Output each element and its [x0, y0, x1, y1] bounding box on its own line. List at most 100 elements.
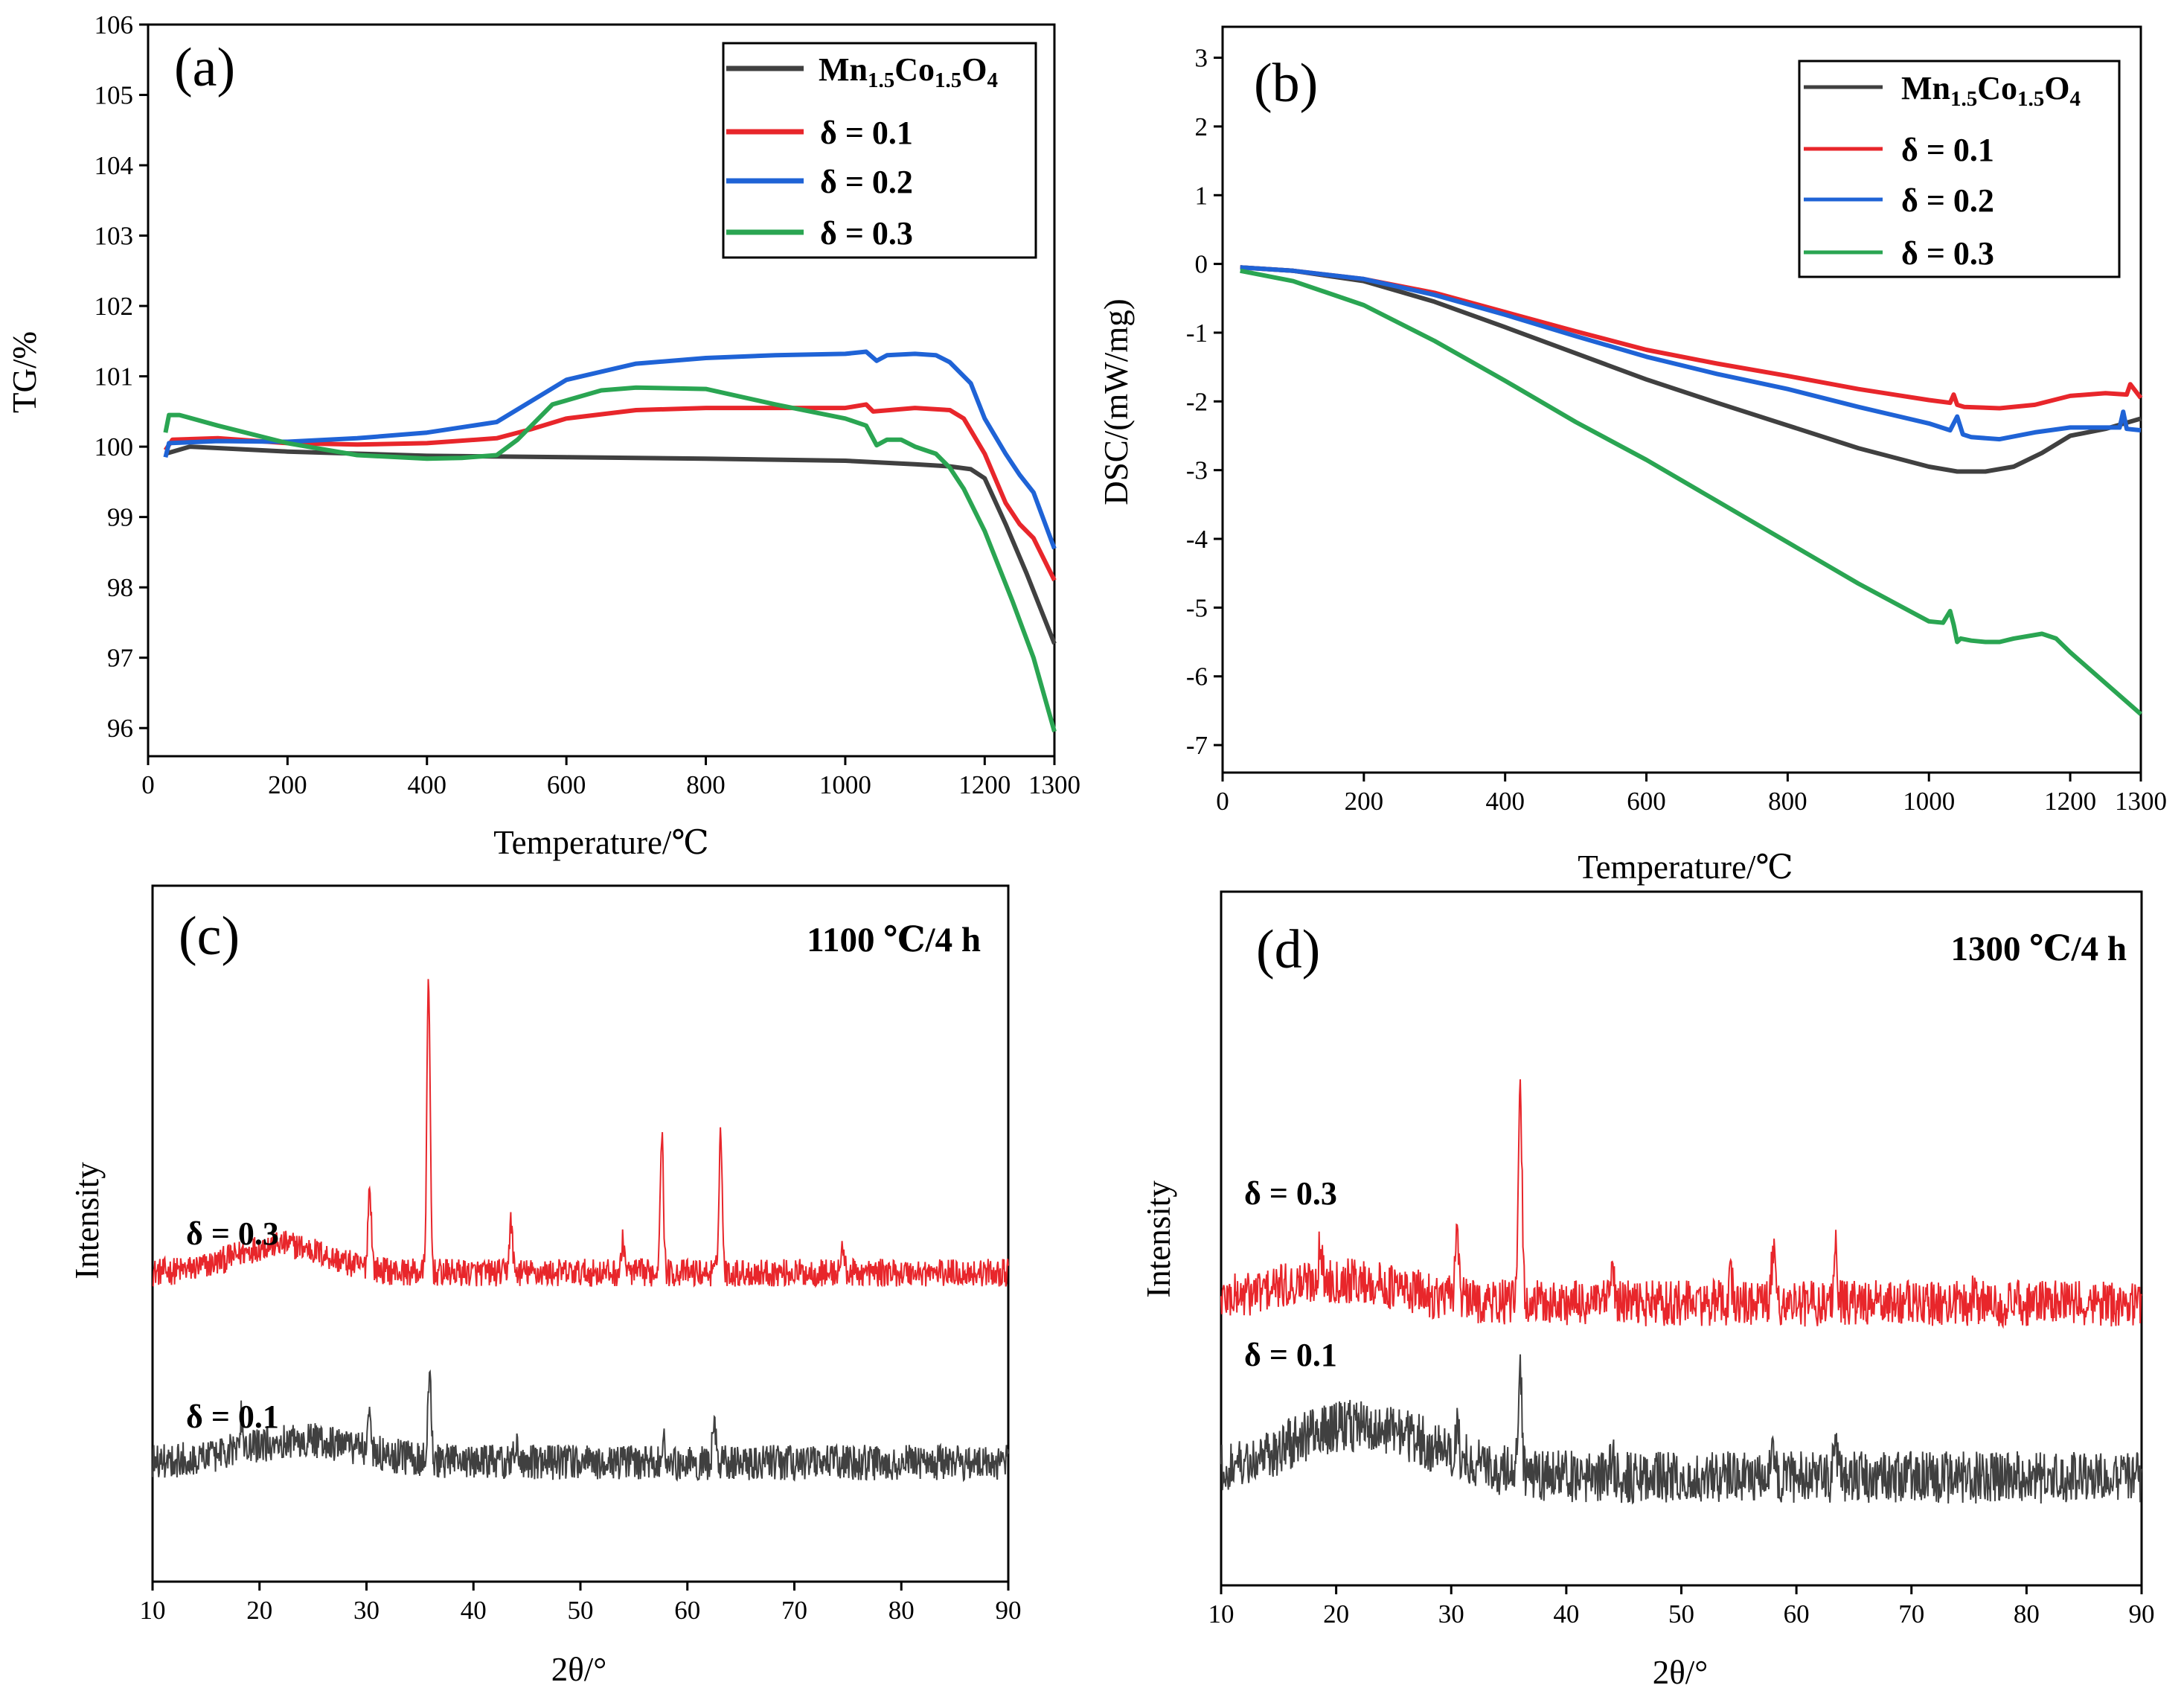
panel-b-legend-label-2: δ = 0.2	[1901, 182, 1994, 219]
panel-c-series	[152, 979, 1009, 1483]
panel-d-xtick-label: 10	[1208, 1599, 1234, 1629]
panel-a-ytick-label: 98	[107, 573, 133, 602]
panel-b-xtick-label: 200	[1345, 787, 1384, 816]
panel-d-pattern-0	[1220, 1079, 2142, 1329]
panel-a-ytick-label: 96	[107, 714, 133, 743]
panel-d-xrd-chart: 10 20 30 40 50 60 70 80 90 (d) 1300 ℃/4 h δ = 0.…	[1140, 890, 2155, 1691]
panel-c-pattern-1	[152, 1369, 1009, 1483]
panel-a-tg-chart: 0 200 400 600 800 1000 1200 1300 96 97 98 99 100 101 1…	[6, 10, 1080, 861]
panel-a-ytick-label: 99	[107, 503, 133, 532]
panel-b-ytick-label: -7	[1186, 731, 1208, 760]
panel-b-frame	[1221, 25, 2142, 774]
panel-b-legend: Mn1.5Co1.5O4 δ = 0.1 δ = 0.2 δ = 0.3	[1798, 60, 2121, 278]
panel-b-xtick-label: 1000	[1903, 787, 1955, 816]
panel-a-legend: Mn1.5Co1.5O4 δ = 0.1 δ = 0.2 δ = 0.3	[722, 42, 1037, 259]
panel-b-xtick-label: 400	[1485, 787, 1525, 816]
panel-a-xtick-label: 600	[547, 770, 586, 799]
panel-a-ytick-label: 101	[95, 362, 134, 392]
panel-b-legend-label-0: Mn1.5Co1.5O4	[1901, 70, 2081, 111]
panel-a-series-line-0	[164, 444, 1057, 645]
panel-a-xlabel: Temperature/℃	[493, 824, 709, 861]
panel-c-xtick-label: 10	[140, 1596, 166, 1625]
panel-c-xtick-label: 50	[568, 1596, 594, 1625]
panel-c-xtick-label: 60	[674, 1596, 700, 1625]
panel-a-legend-box	[722, 42, 1037, 259]
panel-a-xtick-label: 400	[408, 770, 447, 799]
panel-a-xtick-label: 800	[686, 770, 726, 799]
panel-d-xtick-label: 90	[2129, 1599, 2155, 1629]
panel-d-xtick-label: 60	[1784, 1599, 1810, 1629]
panel-a-series	[163, 349, 1057, 732]
panel-b-series-line-3	[1240, 268, 2142, 716]
panel-d-ylabel: Intensity	[1140, 1180, 1177, 1298]
panel-b-xtick-label: 0	[1216, 787, 1229, 816]
panel-c-ticks: 10 20 30 40 50 60 70 80 90	[140, 1582, 1022, 1625]
panel-a-frame	[147, 23, 1056, 758]
panel-a-legend-label-1: δ = 0.1	[820, 115, 913, 151]
panel-c-ylabel: Intensity	[68, 1162, 106, 1279]
panel-a-series-line-2	[163, 349, 1057, 550]
panel-d-xtick-label: 30	[1438, 1599, 1464, 1629]
panel-c-xtick-label: 90	[996, 1596, 1022, 1625]
panel-d-xtick-label: 80	[2014, 1599, 2040, 1629]
panel-d-ticks: 10 20 30 40 50 60 70 80 90	[1208, 1585, 2155, 1629]
panel-b-series-line-0	[1240, 265, 2142, 474]
panel-c-xtick-label: 30	[353, 1596, 380, 1625]
panel-a-ylabel: TG/%	[6, 331, 43, 413]
panel-b-legend-label-1: δ = 0.1	[1901, 132, 1994, 168]
panel-b-ytick-label: -2	[1186, 387, 1208, 416]
panel-c-frame	[151, 884, 1010, 1583]
panel-b-series-line-2	[1240, 265, 2142, 442]
panel-c-label-delta-03: δ = 0.3	[186, 1215, 279, 1252]
panel-a-legend-label-2: δ = 0.2	[820, 164, 913, 200]
panel-d-label-delta-03: δ = 0.3	[1244, 1175, 1337, 1212]
panel-a-series-line-3	[163, 385, 1057, 732]
panel-b-ylabel: DSC/(mW/mg)	[1098, 298, 1135, 505]
panel-a-ytick-label: 103	[95, 222, 134, 251]
panel-a-legend-label-0: Mn1.5Co1.5O4	[819, 51, 998, 92]
panel-d-xtick-label: 40	[1553, 1599, 1579, 1629]
panel-c-condition: 1100 ℃/4 h	[807, 921, 981, 959]
panel-a-xtick-label: 1000	[819, 770, 871, 799]
panel-d-label: (d)	[1256, 919, 1320, 980]
panel-a-ytick-label: 105	[95, 81, 134, 110]
panel-a-ticks: 0 200 400 600 800 1000 1200 1300 96 97 98 99 100 101 1…	[95, 10, 1081, 799]
panel-b-xlabel: Temperature/℃	[1578, 848, 1793, 886]
panel-b-dsc-chart: 0 200 400 600 800 1000 1200 1300 -7 -6 -5 -4 -3 -2 -1 0…	[1098, 25, 2167, 886]
panel-b-label: (b)	[1254, 53, 1318, 114]
panel-a-xtick-label: 1200	[958, 770, 1011, 799]
panel-a-ytick-label: 106	[95, 10, 134, 39]
panel-d-condition: 1300 ℃/4 h	[1950, 930, 2127, 968]
panel-b-ytick-label: 0	[1195, 250, 1208, 279]
panel-b-xtick-label: 1300	[2115, 787, 2167, 816]
panel-b-legend-box	[1798, 60, 2121, 278]
panel-d-series	[1220, 1079, 2142, 1505]
panel-c-xtick-label: 20	[246, 1596, 272, 1625]
panel-c-xrd-chart: 10 20 30 40 50 60 70 80 90 (c) 1100 ℃/4 h δ = 0.…	[68, 884, 1022, 1688]
panel-a-xtick-label: 200	[268, 770, 307, 799]
panel-d-label-delta-01: δ = 0.1	[1244, 1337, 1337, 1373]
panel-d-pattern-1	[1220, 1354, 2142, 1505]
panel-b-legend-label-3: δ = 0.3	[1901, 235, 1994, 272]
panel-a-ytick-label: 97	[107, 644, 133, 673]
panel-b-ytick-label: 2	[1195, 112, 1208, 141]
panel-b-ytick-label: -5	[1186, 593, 1208, 622]
panel-c-xtick-label: 70	[781, 1596, 807, 1625]
panel-c-label: (c)	[179, 906, 240, 967]
panel-c-xlabel: 2θ/°	[551, 1651, 607, 1688]
panel-d-xtick-label: 50	[1668, 1599, 1694, 1629]
panel-b-ytick-label: -6	[1186, 662, 1208, 691]
panel-b-ytick-label: -3	[1186, 456, 1208, 485]
panel-b-xtick-label: 1200	[2044, 787, 2096, 816]
panel-c-xtick-label: 40	[461, 1596, 487, 1625]
panel-a-legend-label-3: δ = 0.3	[820, 215, 913, 252]
panel-c-pattern-0	[152, 979, 1009, 1288]
panel-a-series-line-1	[163, 402, 1057, 582]
panel-b-series	[1240, 265, 2143, 716]
panel-b-xtick-label: 600	[1627, 787, 1666, 816]
panel-d-xtick-label: 70	[1898, 1599, 1924, 1629]
panel-a-xtick-label: 0	[141, 770, 155, 799]
panel-b-xtick-label: 800	[1768, 787, 1807, 816]
panel-b-ytick-label: -4	[1186, 525, 1208, 554]
